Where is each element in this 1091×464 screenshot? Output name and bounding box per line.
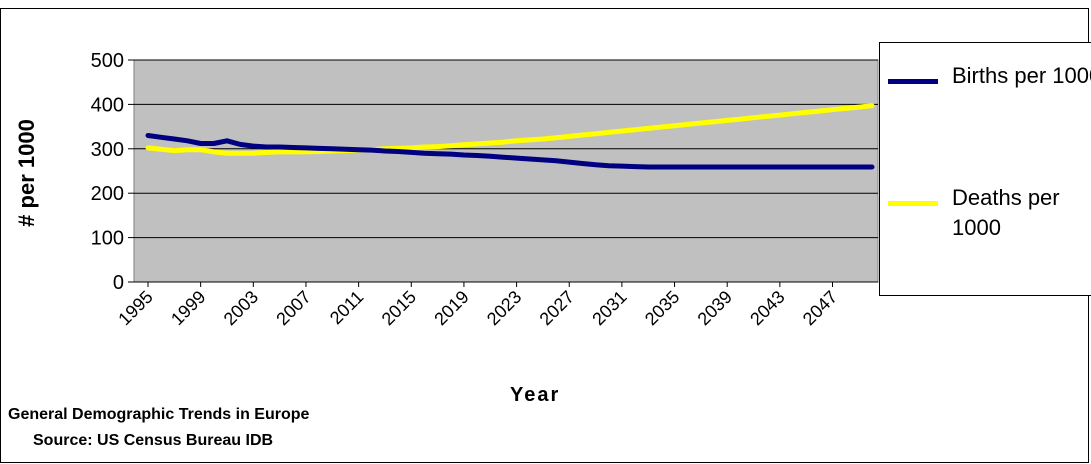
x-tick-label-2007: 2007 — [272, 287, 314, 329]
x-tick-label-2047: 2047 — [799, 287, 841, 329]
x-tick-label-2039: 2039 — [694, 287, 736, 329]
x-tick-label-2043: 2043 — [746, 287, 788, 329]
y-axis-label: # per 1000 — [14, 119, 39, 227]
x-tick-label-2003: 2003 — [220, 287, 262, 329]
y-tick-label-100: 100 — [91, 228, 124, 250]
x-tick-label-2023: 2023 — [483, 287, 525, 329]
x-tick-label-2035: 2035 — [641, 287, 683, 329]
legend-swatch-births — [888, 79, 938, 84]
legend-label-births: Births per 1000 — [952, 63, 1091, 88]
x-tick-label-2027: 2027 — [536, 287, 578, 329]
x-tick-label-1999: 1999 — [167, 287, 209, 329]
plot-area — [133, 59, 879, 283]
chart-caption-title: General Demographic Trends in Europe — [8, 406, 310, 423]
y-tick-label-400: 400 — [91, 94, 124, 116]
y-tick-label-200: 200 — [91, 183, 124, 205]
legend: Births per 1000 Deaths per 1000 — [879, 42, 1091, 296]
x-axis-label: Year — [510, 384, 561, 406]
chart-caption-source: Source: US Census Bureau IDB — [33, 432, 274, 449]
y-tick-label-0: 0 — [113, 272, 124, 294]
legend-label-deaths: Deaths per 1000 — [952, 185, 1060, 240]
legend-item-deaths: Deaths per 1000 — [888, 183, 1091, 243]
x-tick-label-2011: 2011 — [326, 287, 368, 329]
y-tick-label-500: 500 — [91, 50, 124, 72]
y-tick-label-300: 300 — [91, 139, 124, 161]
legend-swatch-deaths — [888, 201, 938, 206]
legend-item-births: Births per 1000 — [888, 61, 1091, 91]
x-tick-label-2019: 2019 — [430, 287, 472, 329]
series-line-deaths — [145, 103, 875, 156]
x-tick-label-2031: 2031 — [588, 287, 630, 329]
x-tick-label-2015: 2015 — [378, 287, 420, 329]
series-line-births — [145, 133, 875, 170]
